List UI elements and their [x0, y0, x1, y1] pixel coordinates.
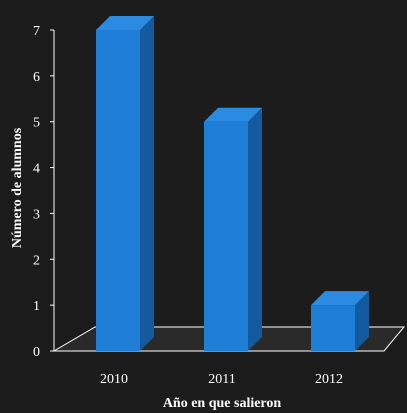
bar-top: [311, 291, 369, 306]
y-tick-label: 7: [33, 24, 40, 39]
bar-2011: [204, 107, 262, 351]
y-tick-group: 0 1 2 3 4 5 6 7: [33, 24, 54, 360]
bar-side: [140, 16, 154, 351]
axes-group: 0 1 2 3 4 5 6 7: [33, 24, 55, 360]
x-tick-label: 2010: [100, 372, 128, 387]
bar-side: [355, 291, 369, 351]
y-tick-label: 4: [33, 162, 40, 177]
bar-2012: [311, 291, 369, 351]
bars-group: [96, 16, 369, 351]
bar-side: [248, 107, 262, 351]
y-tick-label: 2: [33, 253, 40, 268]
bar-front: [311, 305, 355, 351]
x-axis-title: Año en que salieron: [163, 396, 282, 411]
y-tick-label: 1: [33, 299, 40, 314]
x-tick-group: 2010 2011 2012: [100, 372, 343, 387]
y-tick-label: 3: [33, 207, 40, 222]
x-tick-label: 2011: [208, 372, 235, 387]
y-tick-label: 0: [33, 345, 40, 360]
y-axis-title: Número de alumnos: [10, 127, 25, 248]
y-tick-label: 6: [33, 70, 40, 85]
x-tick-label: 2012: [315, 372, 343, 387]
bar-top: [96, 16, 154, 30]
y-tick-label: 5: [33, 116, 40, 131]
bar-2010: [96, 16, 154, 351]
bar-front: [204, 121, 248, 351]
bar-top: [204, 107, 262, 122]
bar-front: [96, 30, 140, 351]
